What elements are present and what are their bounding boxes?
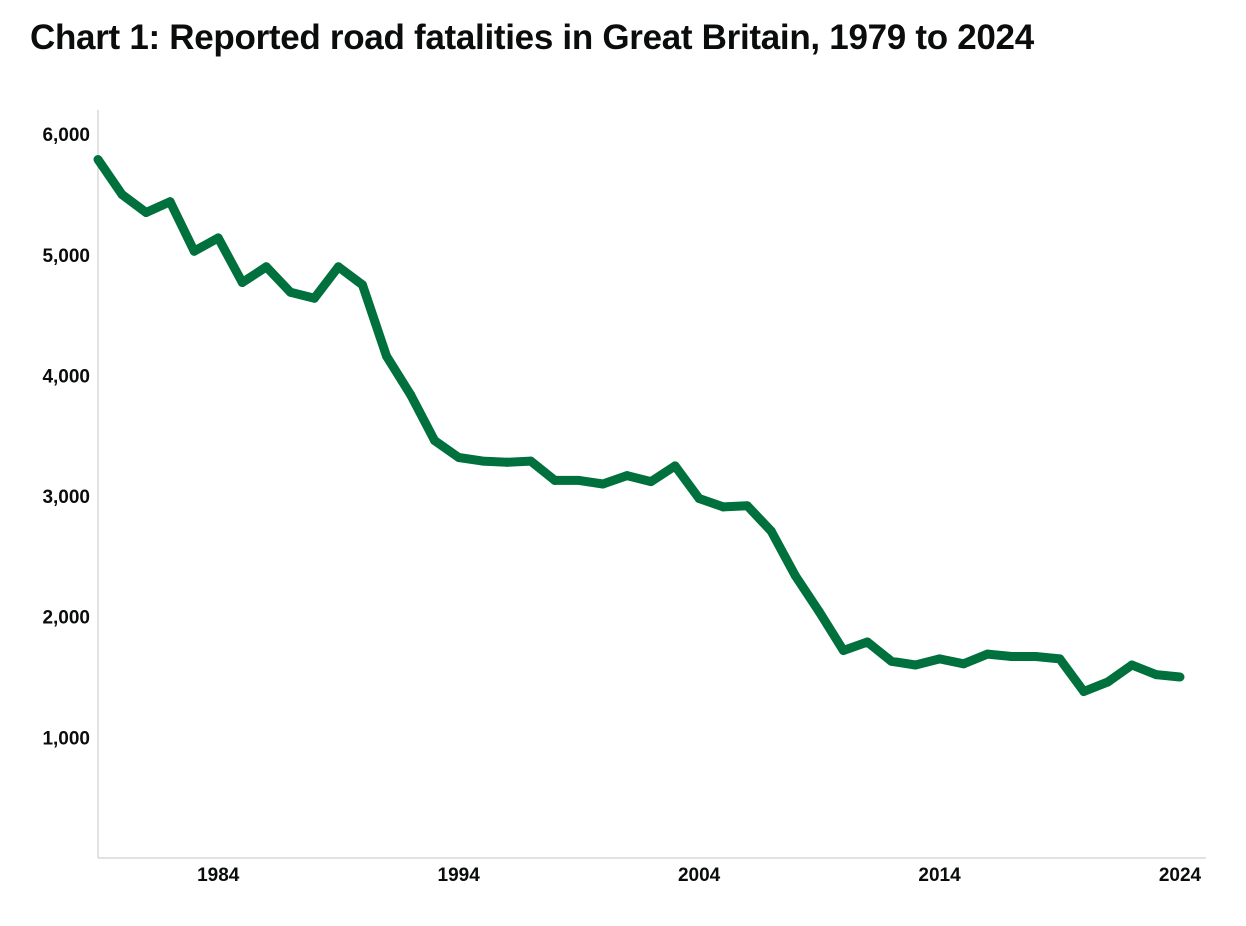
data-point bbox=[165, 197, 175, 207]
y-tick-label: 6,000 bbox=[42, 125, 90, 146]
data-point bbox=[430, 436, 440, 446]
data-point bbox=[670, 461, 680, 471]
data-point bbox=[309, 293, 319, 303]
data-point bbox=[1055, 654, 1065, 664]
data-point bbox=[454, 453, 464, 462]
data-point bbox=[1103, 677, 1113, 687]
data-point bbox=[766, 526, 776, 536]
data-point bbox=[622, 471, 632, 481]
data-point bbox=[814, 607, 824, 617]
x-tick-label: 2014 bbox=[918, 865, 961, 886]
data-point bbox=[1151, 670, 1161, 680]
data-point bbox=[862, 637, 872, 647]
chart-axes bbox=[97, 110, 1206, 859]
chart-title: Chart 1: Reported road fatalities in Gre… bbox=[30, 18, 1034, 57]
data-point bbox=[478, 456, 488, 466]
data-point bbox=[141, 208, 151, 217]
y-axis-ticks: 1,000 2,000 3,000 4,000 5,000 6,000 bbox=[42, 125, 90, 749]
data-point bbox=[1175, 672, 1185, 682]
y-tick-label: 3,000 bbox=[42, 487, 90, 508]
data-point bbox=[1007, 652, 1017, 661]
data-point bbox=[598, 479, 608, 489]
data-point bbox=[502, 457, 512, 467]
data-point bbox=[189, 246, 199, 256]
y-tick-label: 4,000 bbox=[42, 366, 90, 387]
data-point bbox=[1079, 687, 1089, 696]
x-tick-label: 2024 bbox=[1159, 865, 1202, 886]
series-layer bbox=[93, 155, 1185, 696]
data-point bbox=[550, 475, 560, 485]
data-point bbox=[93, 155, 103, 164]
data-point bbox=[213, 233, 223, 243]
data-point bbox=[1031, 652, 1041, 661]
data-point bbox=[117, 190, 127, 199]
data-point bbox=[742, 501, 752, 511]
data-point bbox=[694, 494, 704, 503]
data-point bbox=[790, 571, 800, 581]
data-point bbox=[646, 477, 656, 487]
data-point bbox=[1127, 660, 1137, 670]
data-point bbox=[333, 262, 343, 272]
y-tick-label: 5,000 bbox=[42, 246, 90, 267]
data-point bbox=[406, 390, 416, 400]
y-tick-label: 1,000 bbox=[42, 728, 90, 749]
x-tick-label: 2004 bbox=[678, 865, 721, 886]
data-point bbox=[718, 502, 728, 512]
data-point bbox=[935, 654, 945, 664]
y-tick-label: 2,000 bbox=[42, 608, 90, 629]
data-point bbox=[285, 287, 295, 297]
x-axis-ticks: 1984 1994 2004 2014 2024 bbox=[197, 865, 1201, 886]
data-point bbox=[526, 456, 536, 466]
data-point bbox=[838, 646, 848, 655]
data-point bbox=[382, 351, 391, 361]
series-line bbox=[94, 156, 1181, 696]
data-point bbox=[911, 660, 920, 670]
x-tick-label: 1984 bbox=[197, 865, 240, 886]
data-point bbox=[983, 649, 993, 659]
x-tick-label: 1994 bbox=[438, 865, 481, 886]
data-point bbox=[261, 262, 271, 272]
data-point bbox=[959, 659, 969, 669]
data-point bbox=[358, 280, 367, 290]
data-point bbox=[574, 475, 584, 485]
data-point bbox=[887, 656, 896, 666]
data-point bbox=[237, 278, 247, 287]
